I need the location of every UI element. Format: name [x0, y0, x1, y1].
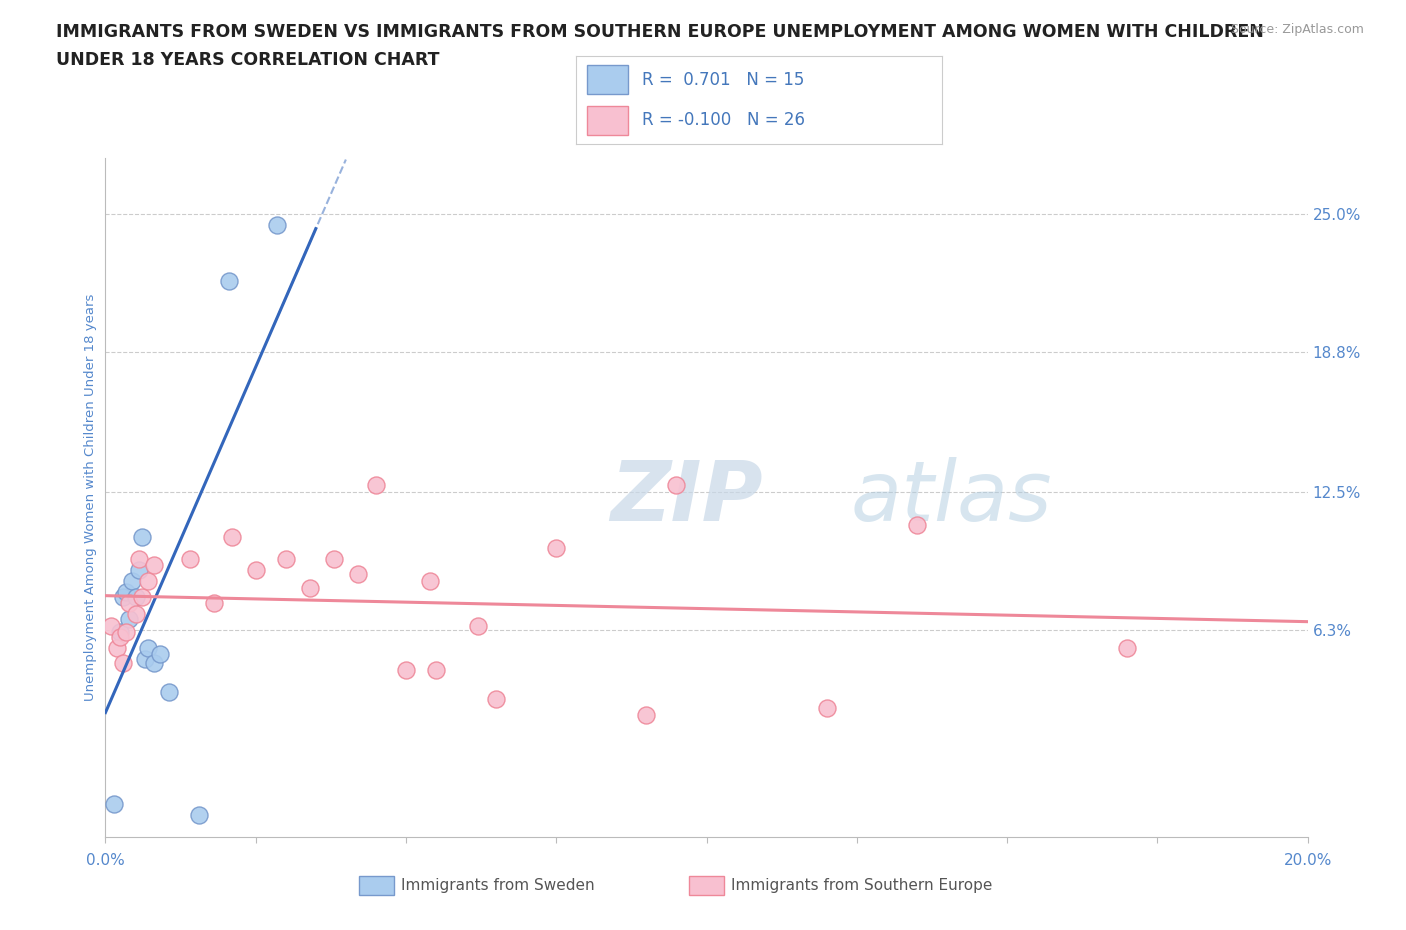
Point — [136, 574, 159, 589]
Point — [128, 563, 150, 578]
Point — [142, 558, 165, 573]
FancyBboxPatch shape — [588, 65, 627, 94]
Point — [124, 607, 146, 622]
Text: R = -0.100   N = 26: R = -0.100 N = 26 — [643, 112, 806, 129]
Point — [636, 707, 658, 722]
Text: ZIP: ZIP — [610, 457, 763, 538]
Point — [179, 551, 201, 566]
Point — [131, 590, 153, 604]
Text: R =  0.701   N = 15: R = 0.701 N = 15 — [643, 71, 804, 88]
Point — [112, 656, 135, 671]
Point — [118, 596, 141, 611]
Point — [298, 580, 321, 595]
Text: atlas: atlas — [851, 457, 1053, 538]
Text: Source: ZipAtlas.com: Source: ZipAtlas.com — [1230, 23, 1364, 36]
Point — [905, 518, 928, 533]
Point — [202, 596, 225, 611]
Point — [266, 218, 288, 232]
Point — [121, 574, 143, 589]
Point — [110, 625, 132, 640]
Point — [148, 647, 170, 662]
Point — [274, 551, 297, 566]
Point — [110, 630, 132, 644]
Point — [364, 478, 387, 493]
Point — [107, 641, 129, 656]
Point — [245, 563, 267, 578]
Point — [221, 529, 243, 544]
Point — [112, 590, 135, 604]
Point — [485, 692, 508, 707]
Point — [134, 652, 156, 667]
Point — [1116, 641, 1139, 656]
FancyBboxPatch shape — [588, 106, 627, 136]
Point — [187, 807, 209, 822]
Point — [100, 618, 122, 633]
Text: 20.0%: 20.0% — [1284, 853, 1331, 868]
Text: 0.0%: 0.0% — [86, 853, 125, 868]
Point — [347, 567, 370, 582]
Text: IMMIGRANTS FROM SWEDEN VS IMMIGRANTS FROM SOUTHERN EUROPE UNEMPLOYMENT AMONG WOM: IMMIGRANTS FROM SWEDEN VS IMMIGRANTS FRO… — [56, 23, 1264, 41]
Point — [136, 641, 159, 656]
Point — [115, 585, 138, 600]
Point — [425, 662, 447, 677]
Point — [665, 478, 688, 493]
Point — [815, 700, 838, 715]
Point — [142, 656, 165, 671]
Point — [118, 611, 141, 626]
Point — [419, 574, 441, 589]
Point — [322, 551, 344, 566]
Point — [128, 551, 150, 566]
Y-axis label: Unemployment Among Women with Children Under 18 years: Unemployment Among Women with Children U… — [84, 294, 97, 701]
Text: Immigrants from Sweden: Immigrants from Sweden — [401, 878, 595, 893]
Point — [115, 625, 138, 640]
Point — [546, 540, 568, 555]
Point — [395, 662, 418, 677]
Text: UNDER 18 YEARS CORRELATION CHART: UNDER 18 YEARS CORRELATION CHART — [56, 51, 440, 69]
Point — [467, 618, 489, 633]
Point — [124, 590, 146, 604]
Point — [131, 529, 153, 544]
Point — [218, 273, 240, 288]
Text: Immigrants from Southern Europe: Immigrants from Southern Europe — [731, 878, 993, 893]
Point — [157, 684, 180, 699]
Point — [103, 796, 125, 811]
